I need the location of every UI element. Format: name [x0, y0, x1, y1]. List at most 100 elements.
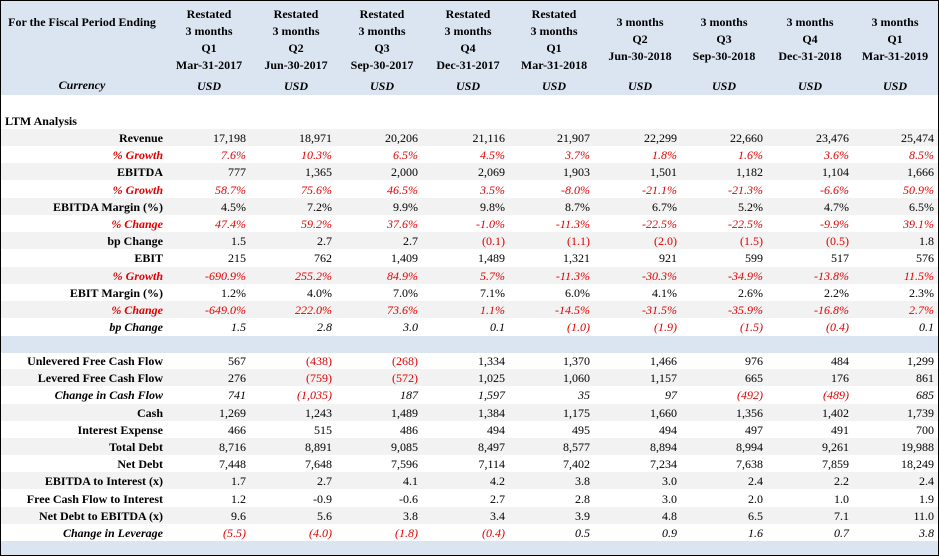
table-cell: -13.8% — [814, 268, 849, 283]
table-cell: (492) — [737, 388, 763, 403]
table-cell: 222.0% — [295, 303, 332, 317]
table-cell: 2.6% — [738, 285, 763, 300]
column-header-line: Q4 — [802, 32, 818, 46]
table-cell: 8,894 — [650, 440, 677, 454]
table-cell: 3.9 — [575, 508, 590, 523]
column-header-line: Restated — [186, 7, 232, 21]
table-cell: 8,577 — [563, 440, 590, 454]
table-cell: 9,261 — [822, 440, 849, 454]
table-cell: 1.1% — [480, 303, 505, 317]
table-cell: 1.9 — [919, 491, 934, 506]
column-header-line: Dec-31-2017 — [436, 58, 500, 72]
table-cell: 4.1% — [652, 285, 677, 300]
table-cell: (2.0) — [654, 234, 677, 249]
column-header-line: Q1 — [887, 32, 903, 46]
column-header-line: Q1 — [546, 41, 562, 55]
period-label: For the Fiscal Period Ending — [8, 15, 156, 29]
column-header-line: 3 months — [185, 24, 233, 38]
table-cell: 1.7 — [231, 474, 246, 489]
table-cell: 1.6% — [738, 148, 763, 163]
table-cell: 2.2% — [824, 285, 849, 300]
table-cell: 4.8 — [662, 508, 677, 523]
table-cell: 576 — [916, 251, 934, 266]
row-label: Net Debt — [117, 457, 163, 472]
column-currency: USD — [196, 79, 221, 93]
table-cell: 39.1% — [903, 217, 934, 231]
table-cell: 515 — [314, 422, 332, 437]
table-cell: 1,243 — [305, 405, 332, 420]
column-header-line: Restated — [531, 7, 577, 21]
column-header-line: Mar-31-2018 — [520, 58, 588, 72]
table-cell: 7.1% — [480, 285, 505, 300]
table-cell: 5.6 — [317, 508, 332, 523]
row-shading — [1, 369, 938, 387]
row-shading — [1, 301, 938, 318]
table-cell: 921 — [659, 251, 677, 266]
row-shading — [1, 197, 938, 215]
table-cell: 1,409 — [391, 251, 418, 266]
table-cell: 3.8 — [575, 474, 590, 489]
row-label: Revenue — [119, 131, 163, 145]
row-label: EBITDA — [116, 165, 163, 180]
row-label: Levered Free Cash Flow — [37, 371, 163, 386]
table-cell: 19,988 — [901, 440, 934, 454]
table-cell: 22,299 — [644, 131, 677, 145]
table-cell: 494 — [487, 422, 505, 437]
table-cell: 1,321 — [563, 251, 590, 266]
table-cell: 4.1 — [403, 474, 418, 489]
table-cell: 1,299 — [907, 354, 934, 368]
table-cell: 255.2% — [295, 268, 332, 283]
table-cell: 9.6 — [231, 508, 246, 523]
table-cell: -34.9% — [728, 268, 763, 283]
table-cell: 11.0 — [913, 508, 934, 523]
table-cell: 1,365 — [305, 165, 332, 180]
table-cell: 84.9% — [387, 268, 418, 283]
table-cell: 6.5 — [748, 508, 763, 523]
table-cell: 8.7% — [565, 199, 590, 214]
column-currency: USD — [797, 79, 822, 93]
table-cell: 8.5% — [909, 148, 934, 163]
table-cell: 2.8 — [317, 320, 332, 335]
ltm-section-title: LTM Analysis — [5, 114, 77, 128]
table-cell: 7,638 — [736, 457, 763, 472]
table-cell: 4.5% — [221, 199, 246, 214]
row-label: Unlevered Free Cash Flow — [27, 354, 163, 368]
table-cell: 20,206 — [385, 131, 418, 145]
table-cell: 762 — [314, 251, 332, 266]
table-cell: -16.8% — [814, 303, 849, 317]
table-cell: -0.6 — [399, 491, 418, 506]
table-cell: (489) — [823, 388, 849, 403]
row-label: EBIT Margin (%) — [69, 285, 163, 300]
table-cell: 3.5% — [480, 182, 505, 197]
table-cell: 3.0 — [403, 320, 418, 335]
table-cell: -14.5% — [555, 303, 590, 317]
table-cell: 11.5% — [903, 268, 934, 283]
table-cell: 2.0 — [748, 491, 763, 506]
table-cell: 2.4 — [919, 474, 934, 489]
table-cell: 7,114 — [478, 457, 505, 472]
table-cell: 7,234 — [650, 457, 677, 472]
table-cell: 1,269 — [219, 405, 246, 420]
table-cell: 3.0 — [662, 491, 677, 506]
table-cell: (0.1) — [482, 234, 505, 249]
column-header-line: 3 months — [786, 15, 834, 29]
currency-label: Currency — [58, 78, 106, 92]
table-cell: 7,859 — [822, 457, 849, 472]
table-cell: -690.9% — [205, 268, 246, 283]
table-header: For the Fiscal Period Ending Currency Re… — [1, 1, 938, 95]
row-label: Cash — [136, 405, 163, 420]
table-cell: -6.6% — [820, 182, 849, 197]
table-cell: 567 — [228, 354, 246, 368]
table-cell: 8,497 — [478, 440, 505, 454]
column-currency: USD — [283, 79, 308, 93]
table-cell: 3.4 — [490, 508, 505, 523]
section-divider — [1, 336, 938, 353]
column-header: 3 months Q2 Jun-30-2018 — [598, 14, 682, 65]
table-cell: 2,000 — [391, 165, 418, 180]
table-cell: 73.6% — [387, 303, 418, 317]
column-header-line: 3 months — [700, 15, 748, 29]
column-currency: USD — [369, 79, 394, 93]
table-cell: (4.0) — [309, 526, 332, 540]
table-cell: 187 — [400, 388, 418, 403]
